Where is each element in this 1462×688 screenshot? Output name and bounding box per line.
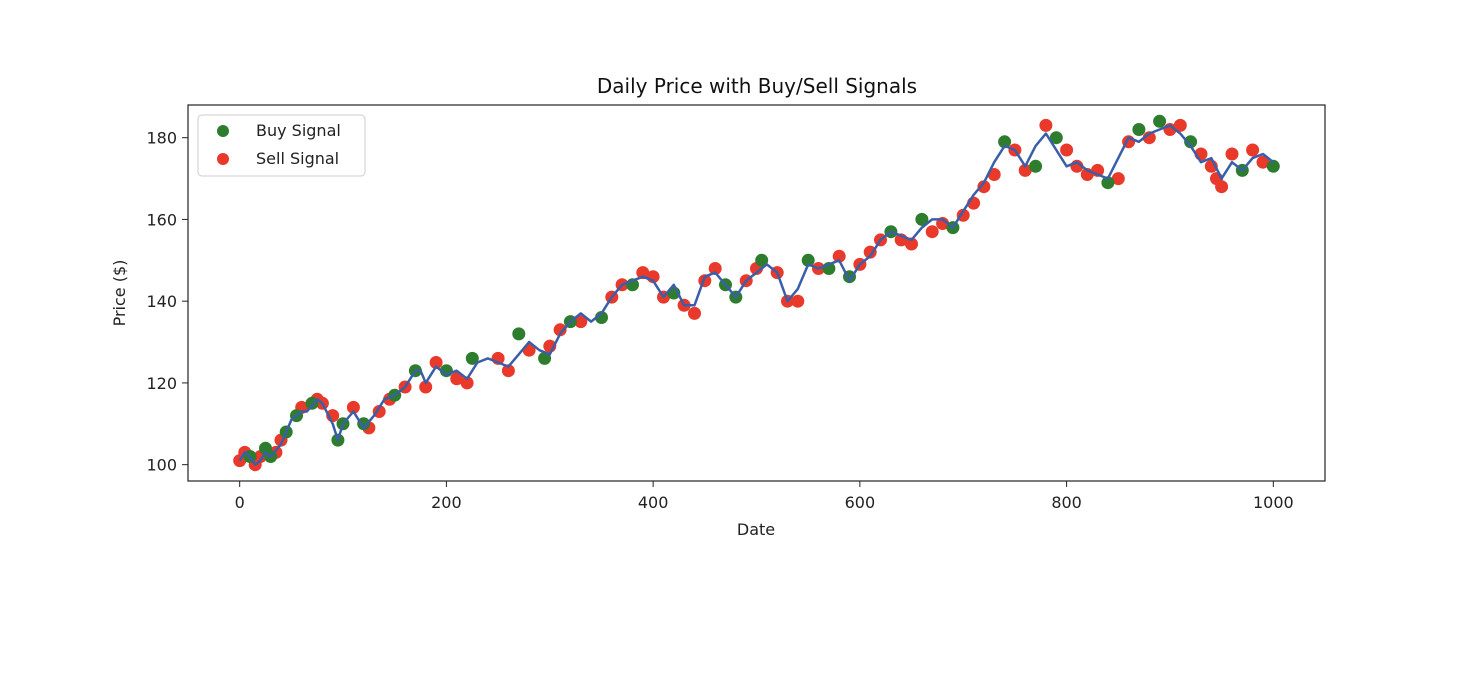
buy-signal-point (1184, 135, 1198, 149)
buy-signal-point (1049, 131, 1063, 145)
x-tick-label: 1000 (1253, 493, 1294, 512)
y-tick-label: 100 (146, 456, 177, 475)
sell-signal-point (708, 262, 722, 275)
buy-signal-point (538, 351, 552, 365)
sell-signal-point (791, 294, 805, 308)
y-tick-label: 120 (146, 374, 177, 393)
sell-signal-point (925, 225, 939, 239)
buy-signal-point (1101, 176, 1115, 190)
legend-sell-marker (217, 153, 229, 165)
x-tick-label: 200 (431, 493, 462, 512)
buy-signal-point (915, 212, 929, 226)
buy-signal-point (998, 135, 1012, 149)
sell-signal-point (501, 364, 515, 378)
x-tick-label: 0 (235, 493, 245, 512)
legend-sell-label: Sell Signal (256, 149, 339, 168)
buy-signal-point (801, 253, 815, 267)
sell-signal-point (419, 380, 433, 394)
sell-signal-point (636, 266, 650, 280)
sell-signal-point (1173, 118, 1187, 132)
x-tick-label: 800 (1051, 493, 1082, 512)
sell-signal-point (1060, 143, 1074, 157)
sell-signal-point (1039, 118, 1053, 132)
buy-signal-point (512, 327, 526, 341)
sell-signal-point (450, 372, 464, 386)
y-tick-label: 160 (146, 210, 177, 229)
x-tick-label: 600 (845, 493, 876, 512)
legend: Buy Signal Sell Signal (197, 114, 366, 177)
price-line (238, 124, 1275, 466)
sell-signal-point (832, 249, 846, 263)
sell-signal-point (905, 237, 918, 251)
buy-signal-point (1029, 159, 1043, 173)
x-axis: 0 200 400 600 800 1000 (235, 481, 1294, 512)
buy-signal-point (595, 311, 608, 324)
sell-signal-point (977, 180, 991, 194)
legend-buy-label: Buy Signal (256, 121, 341, 140)
plot-area (187, 104, 1326, 482)
y-tick-label: 140 (146, 292, 177, 311)
plot-background (188, 105, 1325, 481)
buy-signal-point (465, 351, 479, 365)
buy-signal-point (1153, 114, 1167, 128)
plot-frame (187, 104, 1326, 482)
sell-signal-point (553, 323, 567, 337)
sell-signal-point (346, 400, 360, 414)
y-axis-label: Price ($) (110, 260, 129, 327)
legend-box (197, 114, 366, 177)
sell-signal-point (429, 356, 443, 369)
sell-signal-point (1246, 143, 1260, 157)
y-tick-label: 180 (146, 129, 177, 148)
x-tick-label: 400 (638, 493, 669, 512)
sell-signal-point (1256, 155, 1270, 169)
sell-signal-point (574, 315, 588, 329)
sell-signal-point (1225, 147, 1239, 161)
buy-signal-point (1132, 123, 1146, 136)
chart-title: Daily Price with Buy/Sell Signals (597, 74, 917, 98)
sell-signal-point (460, 376, 474, 390)
sell-signal-point (1215, 180, 1229, 194)
sell-signal-point (688, 306, 701, 320)
legend-buy-marker (217, 125, 229, 137)
x-axis-label: Date (737, 520, 775, 539)
y-axis: 100 120 140 160 180 (146, 129, 188, 475)
buy-signal-point (1266, 159, 1280, 173)
buy-signal-point (755, 253, 769, 267)
sell-signal-point (1142, 131, 1156, 145)
sell-signal-point (1111, 172, 1125, 186)
sell-signal-point (1018, 163, 1032, 177)
